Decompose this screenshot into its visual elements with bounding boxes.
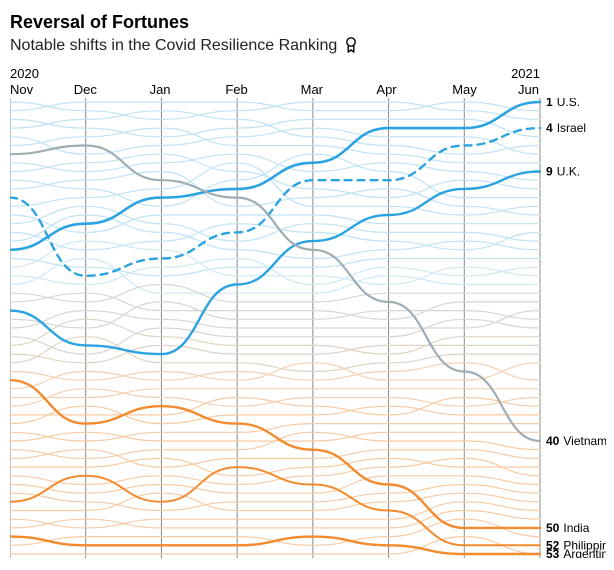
background-line (10, 102, 540, 119)
background-line (10, 485, 540, 511)
axis-month-label: Dec (74, 82, 97, 97)
axis-month-label: Nov (10, 82, 33, 97)
background-line (10, 215, 540, 259)
end-label: 9U.K. (546, 165, 580, 179)
highlighted-line (10, 467, 540, 545)
end-label: 50India (546, 521, 590, 535)
axis-year-left: 2020 (10, 66, 39, 81)
axis-month-label: Jan (150, 82, 171, 97)
background-line (10, 224, 540, 250)
axis-month-label: Mar (301, 82, 323, 97)
end-label: 4Israel (546, 121, 586, 135)
end-labels: 1U.S.4Israel9U.K.40Vietnam50India52Phili… (546, 98, 606, 558)
rank-chart-svg: 1U.S.4Israel9U.K.40Vietnam50India52Phili… (10, 98, 606, 558)
chart-subtitle: Notable shifts in the Covid Resilience R… (10, 36, 606, 57)
axis-year-row: 2020 2021 (10, 66, 540, 82)
background-line (10, 102, 540, 111)
axis-month-label: Feb (225, 82, 247, 97)
axis-year-right: 2021 (511, 66, 540, 81)
background-line (10, 302, 540, 328)
background-line (10, 128, 540, 154)
background-line (10, 459, 540, 476)
highlighted-line (10, 172, 540, 355)
axis-month-label: May (452, 82, 477, 97)
end-label: 1U.S. (546, 98, 580, 109)
background-line (10, 294, 540, 320)
background-line (10, 389, 540, 398)
background-line (10, 502, 540, 528)
axis-month-label: Jun (518, 82, 539, 97)
chart-plot-area: 1U.S.4Israel9U.K.40Vietnam50India52Phili… (10, 98, 606, 558)
chart-title: Reversal of Fortunes (10, 12, 606, 34)
background-series (10, 102, 540, 554)
background-line (10, 172, 540, 216)
ranking-badge-icon (344, 37, 358, 53)
chart-container: Reversal of Fortunes Notable shifts in t… (0, 0, 614, 570)
axis-month-label: Apr (376, 82, 396, 97)
end-label: 53Argentina (546, 547, 606, 558)
end-label: 40Vietnam (546, 434, 606, 448)
chart-subtitle-text: Notable shifts in the Covid Resilience R… (10, 37, 337, 54)
axis-month-row: Nov Dec Jan Feb Mar Apr May Jun (10, 82, 540, 98)
